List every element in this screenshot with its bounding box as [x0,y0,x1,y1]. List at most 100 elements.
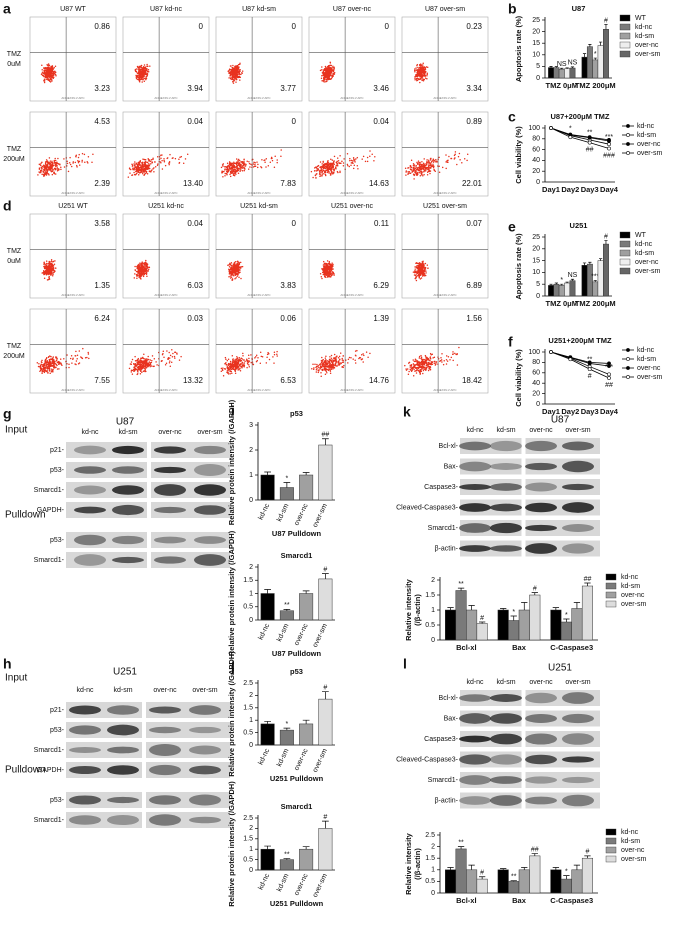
x-tick-label: kd-sm [276,873,290,893]
chart-title: U251+200μM TMZ [548,336,612,345]
plot-frame [29,111,117,197]
quadrant-value: 0 [292,117,297,126]
legend-label: over-nc [621,592,645,599]
row-label: Smarcd1- [428,525,459,532]
significance: ** [458,581,464,588]
bar [564,282,571,297]
legend-label: kd-sm [635,250,654,257]
bar [497,869,509,894]
x-tick-label: kd-nc [258,622,272,641]
y-axis-label: Relative intensity [404,578,413,641]
bar [299,593,314,621]
legend-marker [626,124,630,128]
significance: ## [605,382,613,389]
point [549,350,553,354]
y-tick-label: 25 [532,234,540,241]
band [490,795,522,806]
error-bar [552,607,560,610]
plot-frame [308,213,396,299]
legend-label: kd-sm [637,132,656,139]
legend-marker [626,133,630,137]
bar [581,56,588,79]
band [149,814,181,826]
y-axis-label: Relative intensity [404,832,413,895]
band [189,794,221,806]
error-bar [283,727,291,731]
band [189,816,221,824]
x-tick-label: TMZ 200μM [575,299,616,308]
significance: * [565,868,568,875]
chart-title: U251 [570,221,588,230]
legend-marker [626,375,630,379]
y-tick-label: 0 [536,75,540,82]
bar [603,29,609,79]
error-bar [588,44,592,47]
events [220,350,278,377]
plot-frame [308,16,396,102]
bar [260,593,275,621]
bar [279,610,294,621]
bar [279,859,294,871]
quadrant-value: 6.53 [280,376,296,385]
blot-strip [66,552,147,568]
lane-label: kd-nc [466,427,484,434]
x-tick-label: over-nc [293,622,309,647]
band [459,735,491,743]
blot-strip [151,462,230,478]
row-label: GAPDH- [37,507,65,514]
lane-label: over-sm [197,429,222,436]
significance: ## [586,146,594,153]
band [107,705,139,715]
band [107,724,139,736]
band [459,441,491,451]
error-bar [322,438,329,445]
legend-label: kd-nc [637,347,655,354]
point [607,146,611,151]
column-title: U251 WT [58,203,88,210]
error-bar [582,53,587,58]
panel-letter: i [231,403,235,419]
bar [597,260,604,297]
x-axis-label: U251 Pulldown [270,899,324,908]
bar [318,828,333,871]
band [112,535,144,545]
events [319,61,336,83]
blot-header: U251 [113,667,137,678]
bar [299,723,314,746]
bar [581,585,593,641]
panel-letter: h [3,656,12,672]
legend-swatch [619,32,631,40]
row-label: 0uM [7,61,21,68]
blot-strip [151,442,230,458]
panel-letter: b [508,1,517,17]
y-tick-label: 80 [532,359,540,366]
bar [318,444,333,501]
legend-label: kd-sm [637,356,656,363]
error-bar [500,868,507,870]
row-label: TMZ [7,51,22,58]
bar [529,855,541,894]
band [525,796,557,805]
error-bar [599,41,603,46]
x-tick-label: TMZ 0μM [545,81,578,90]
x-tick-label: Day1 [542,185,560,194]
chart-title: p53 [290,667,303,676]
y-axis-label: Cell viability (%) [514,349,523,407]
band [490,694,522,702]
events [404,151,469,180]
lane-label: kd-nc [466,679,484,686]
plot-frame [122,308,210,394]
events [404,346,460,377]
plot-frame [215,213,303,299]
y-axis-label: Relative protein intensity (/GAPDH) [227,651,236,777]
error-bar [468,605,475,610]
legend-swatch [605,600,617,608]
x-tick-label: over-nc [293,747,309,772]
legend-label: over-nc [635,259,659,266]
quadrant-value: 6.29 [373,281,389,290]
quadrant-value: 22.01 [462,179,483,188]
band [194,505,226,515]
y-tick-label: 20 [532,246,540,253]
axis-label: ANNEXIN-V APC [247,96,271,100]
quadrant-value: 2.39 [94,179,110,188]
